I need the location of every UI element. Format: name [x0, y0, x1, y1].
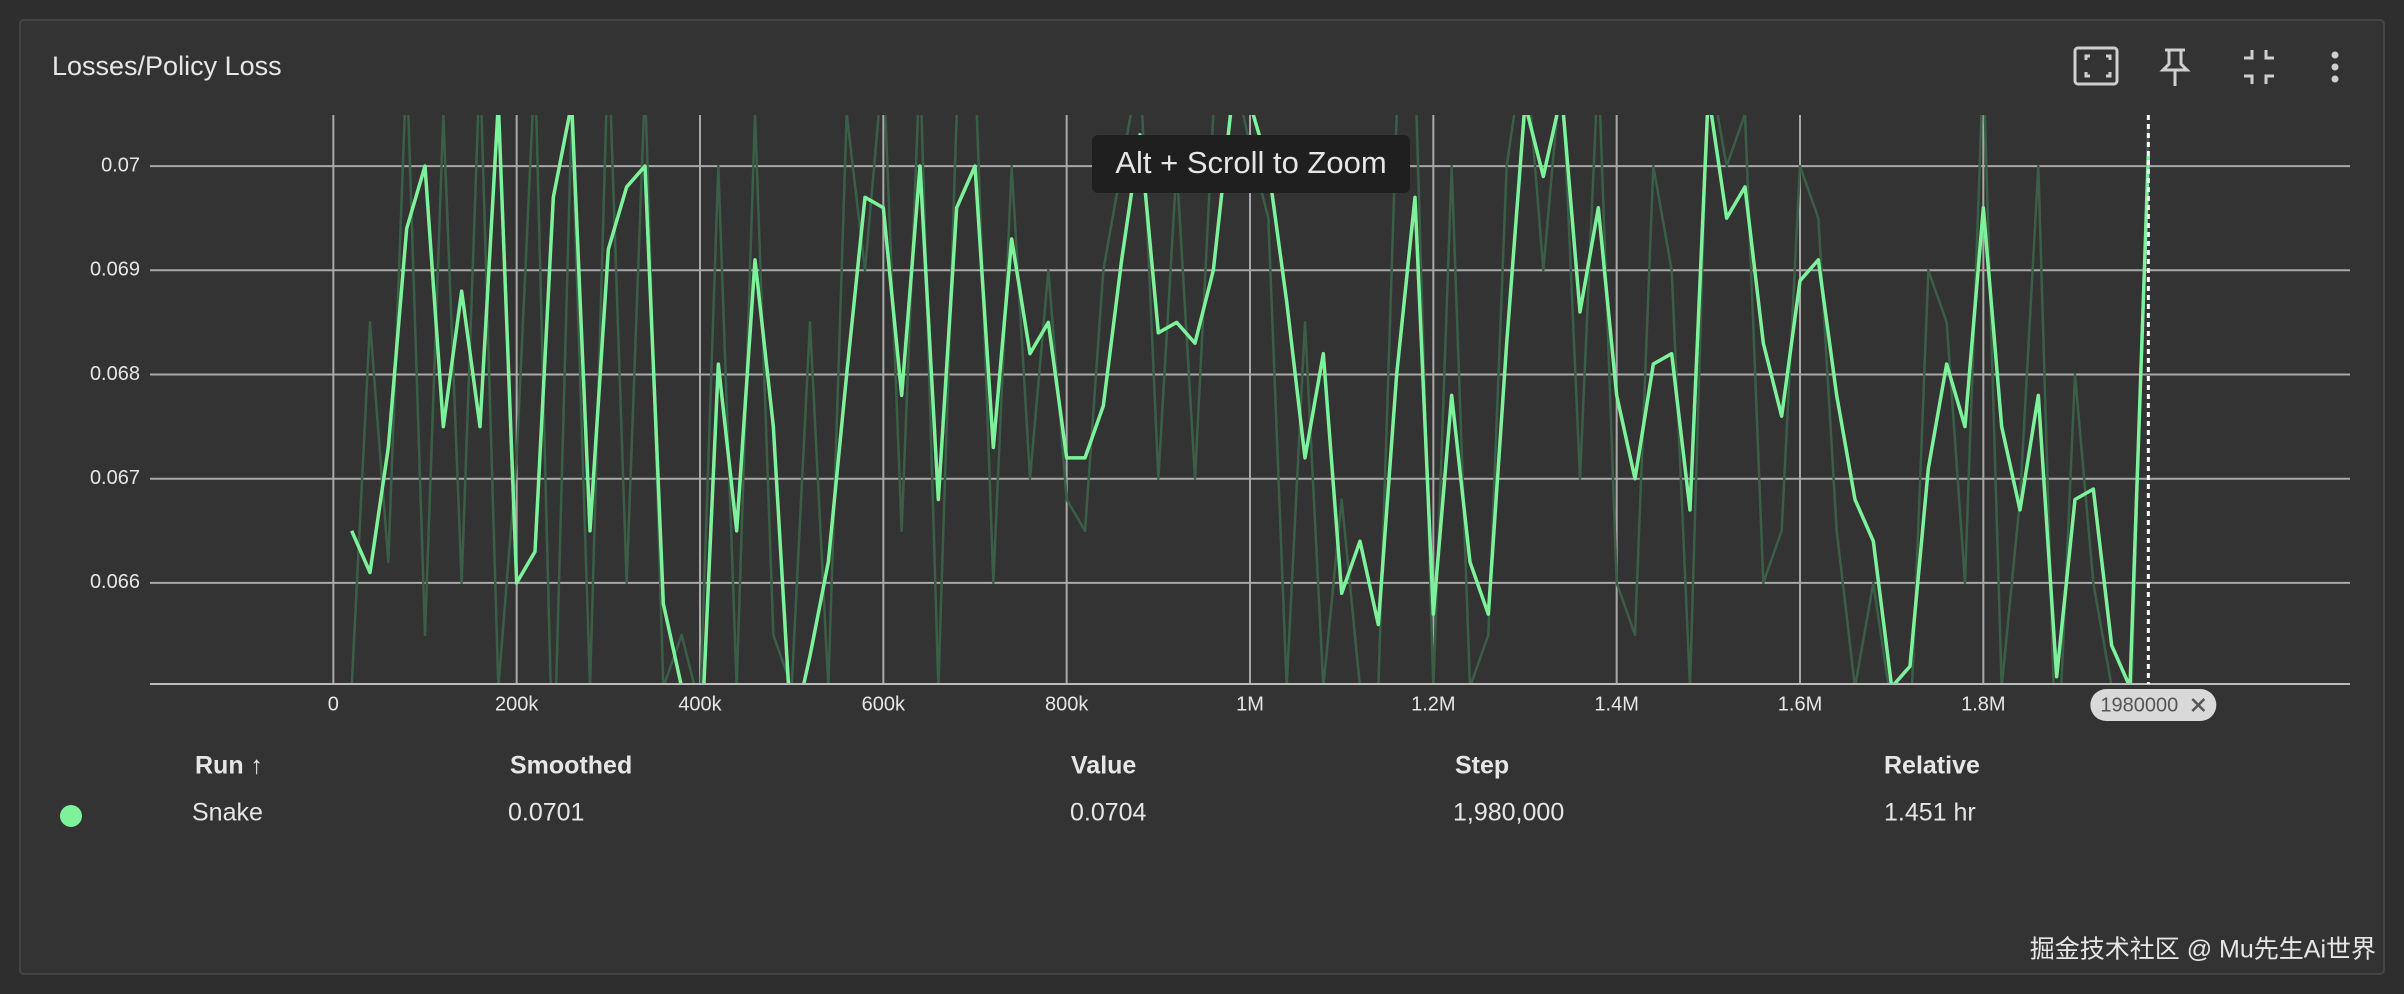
table-row: Snake 0.0701 0.0704 1,980,000 1.451 hr [192, 799, 1976, 827]
grid [150, 115, 2350, 684]
cursor-badge: 1980000 [2090, 689, 2217, 721]
y-tick-label: 0.068 [90, 363, 140, 385]
x-tick-label: 0 [328, 693, 339, 715]
x-tick-label: 1.2M [1411, 693, 1455, 715]
smoothed-line [350, 115, 2151, 684]
x-tick-label: 800k [1045, 693, 1089, 715]
y-tick-label: 0.07 [101, 154, 140, 176]
x-tick-label: 1M [1236, 693, 1264, 715]
y-tick-label: 0.069 [90, 259, 140, 281]
table: Run ↑ Smoothed Value Step Relative [195, 752, 1980, 780]
x-tick-label: 400k [678, 693, 722, 715]
watermark: 掘金技术社区 @ Mu先生Ai世界 [2030, 936, 2376, 964]
table-header[interactable]: Run ↑ [195, 752, 263, 780]
collapse-button[interactable] [2244, 50, 2274, 84]
tooltip-text: Alt + Scroll to Zoom [1115, 145, 1386, 180]
value: 0.0704 [1070, 799, 1147, 827]
cursor-badge-box [2090, 689, 2217, 721]
cursor-label: 1980000 [2100, 694, 2178, 716]
cursor-close [2191, 698, 2206, 712]
tooltip-box [1092, 135, 1410, 193]
step: 1,980,000 [1453, 799, 1564, 827]
panel-title: Losses/Policy Loss [52, 51, 282, 81]
table-header: Value [1071, 752, 1136, 780]
relative-time: 1.451 hr [1884, 799, 1976, 827]
table-header: Smoothed [510, 752, 632, 780]
table-header: Step [1455, 752, 1509, 780]
y-tick-label: 0.066 [90, 571, 140, 593]
x-tick-label: 1.6M [1778, 693, 1822, 715]
pin-button[interactable] [2159, 48, 2191, 86]
toolbar [2073, 46, 2339, 86]
fit-button[interactable] [2073, 46, 2119, 86]
card [19, 19, 2385, 975]
x-tick-label: 200k [495, 693, 539, 715]
smoothed-value: 0.0701 [508, 799, 584, 827]
axis-labels: 0.066 0.067 0.068 0.069 0.07 0 200k 400k 600k 800… [90, 154, 2006, 715]
menu-button[interactable] [2331, 51, 2339, 83]
x-tick-label: 1.8M [1961, 693, 2005, 715]
y-tick-label: 0.067 [90, 467, 140, 489]
tooltip: Alt + Scroll to Zoom [1092, 135, 1410, 193]
x-tick-label: 1.4M [1594, 693, 1638, 715]
run-color[interactable] [60, 805, 82, 827]
table-header: Relative [1884, 752, 1980, 780]
x-tick-label: 600k [862, 693, 906, 715]
run-name: Snake [192, 799, 263, 827]
